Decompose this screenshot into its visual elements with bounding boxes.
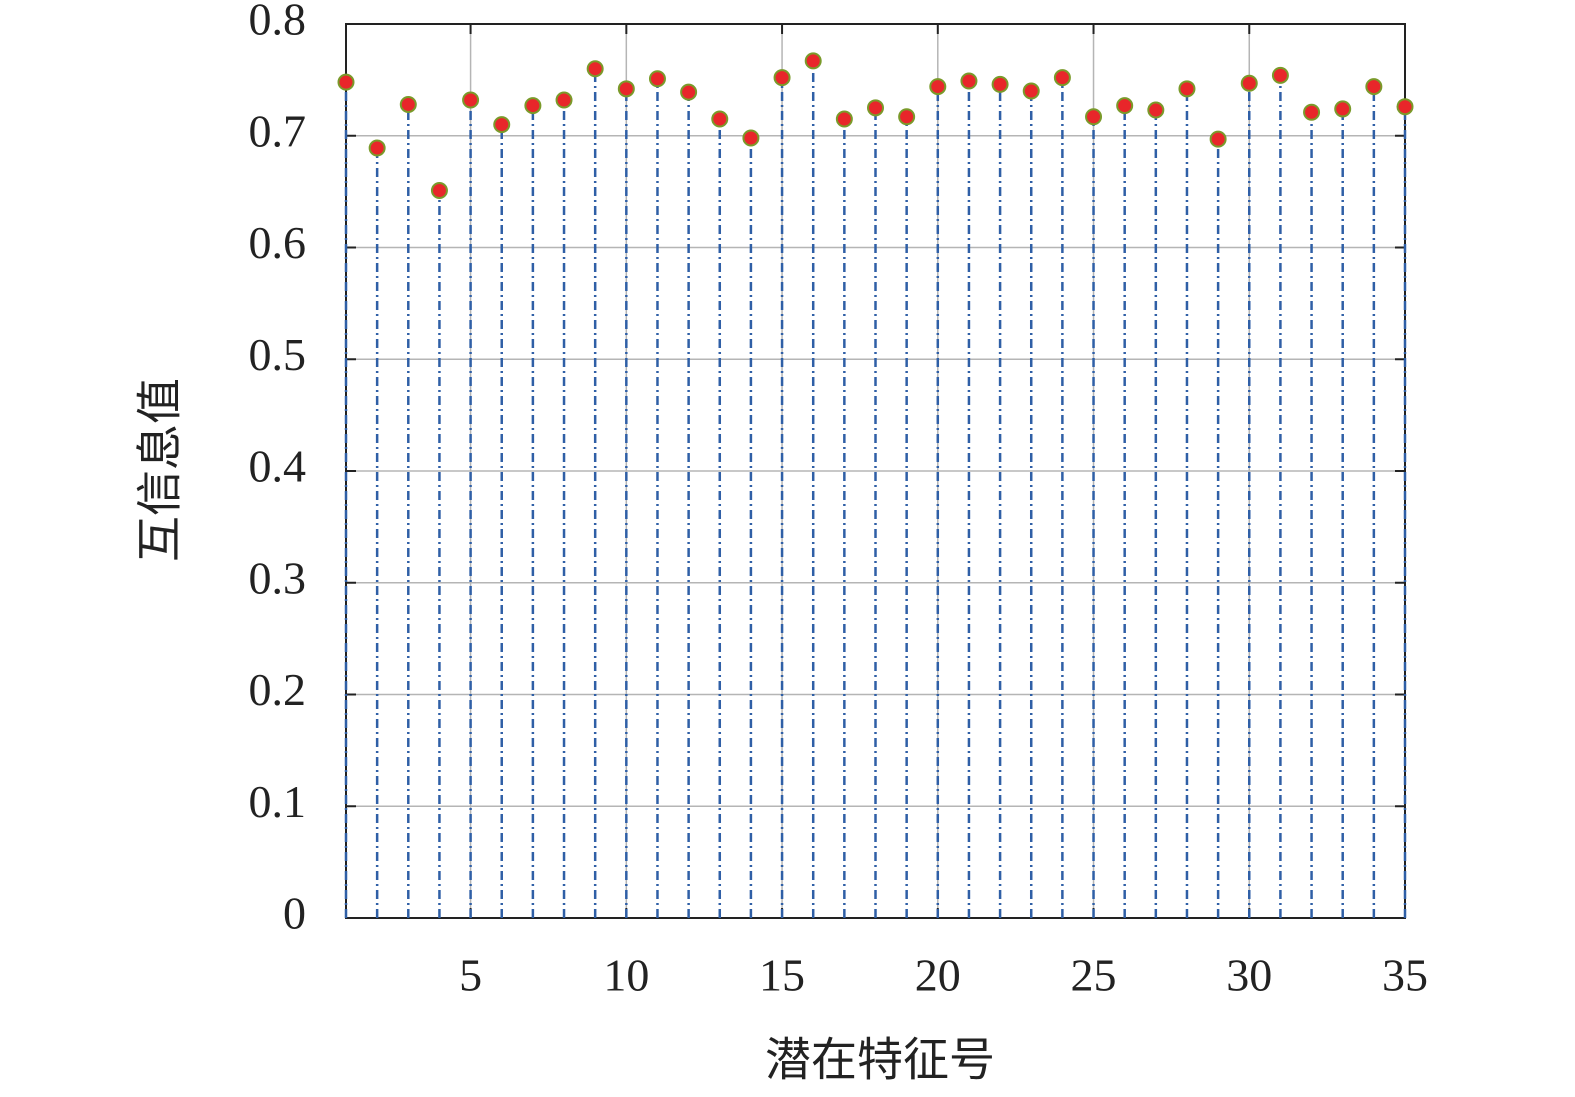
x-tick-label: 30 <box>1226 950 1272 1001</box>
stem-marker <box>680 83 698 101</box>
stem-marker <box>867 99 884 117</box>
y-tick-label: 0.8 <box>249 0 307 45</box>
y-tick-label: 0.1 <box>249 776 307 827</box>
stem-marker <box>742 129 760 147</box>
x-axis-label: 潜在特征号 <box>765 1035 995 1086</box>
x-tick-label: 25 <box>1071 950 1117 1001</box>
x-tick-label: 5 <box>459 950 482 1001</box>
stem-marker <box>1178 80 1196 98</box>
stem-marker <box>960 72 978 90</box>
stem-marker <box>804 52 822 70</box>
stem-marker <box>399 95 417 113</box>
stem-marker <box>1022 82 1040 100</box>
stem-marker <box>524 97 542 115</box>
stem-marker <box>1271 66 1289 84</box>
y-tick-label: 0.7 <box>249 105 307 156</box>
stem-marker <box>430 182 448 200</box>
stem-marker <box>337 73 355 91</box>
stem-marker <box>462 91 480 109</box>
stem-marker <box>1147 101 1165 119</box>
stem-marker <box>835 110 853 128</box>
x-tick-label: 15 <box>759 950 805 1001</box>
y-axis-label: 互信息值 <box>135 378 186 562</box>
x-tick-label: 35 <box>1382 950 1428 1001</box>
stem-marker <box>1396 98 1414 116</box>
y-tick-label: 0.2 <box>249 664 307 715</box>
y-tick-label: 0.3 <box>249 552 307 603</box>
stem-marker <box>555 91 573 109</box>
stem-marker <box>1334 100 1352 118</box>
stem-marker <box>617 80 635 98</box>
stem-marker <box>493 116 511 134</box>
stem-marker <box>929 78 947 96</box>
stem-marker <box>648 70 666 88</box>
stem-marker <box>586 60 604 78</box>
y-tick-label: 0.5 <box>249 329 307 380</box>
y-tick-label: 0.6 <box>249 217 307 268</box>
stem-marker <box>1209 130 1227 148</box>
stem-marker <box>1053 69 1071 87</box>
y-tick-label: 0.4 <box>249 441 307 492</box>
stem-marker <box>1085 108 1103 126</box>
stem-marker <box>1365 78 1383 96</box>
stem-marker <box>898 108 916 126</box>
stem-marker <box>1116 97 1134 115</box>
stem-marker <box>368 139 386 157</box>
y-tick-label: 0 <box>283 888 306 939</box>
x-tick-label: 10 <box>603 950 649 1001</box>
stem-marker <box>773 69 791 87</box>
stem-marker <box>711 110 729 128</box>
stem-marker <box>1240 74 1258 92</box>
x-tick-label: 20 <box>915 950 961 1001</box>
stem-marker <box>991 75 1009 93</box>
stem-marker <box>1303 103 1321 121</box>
